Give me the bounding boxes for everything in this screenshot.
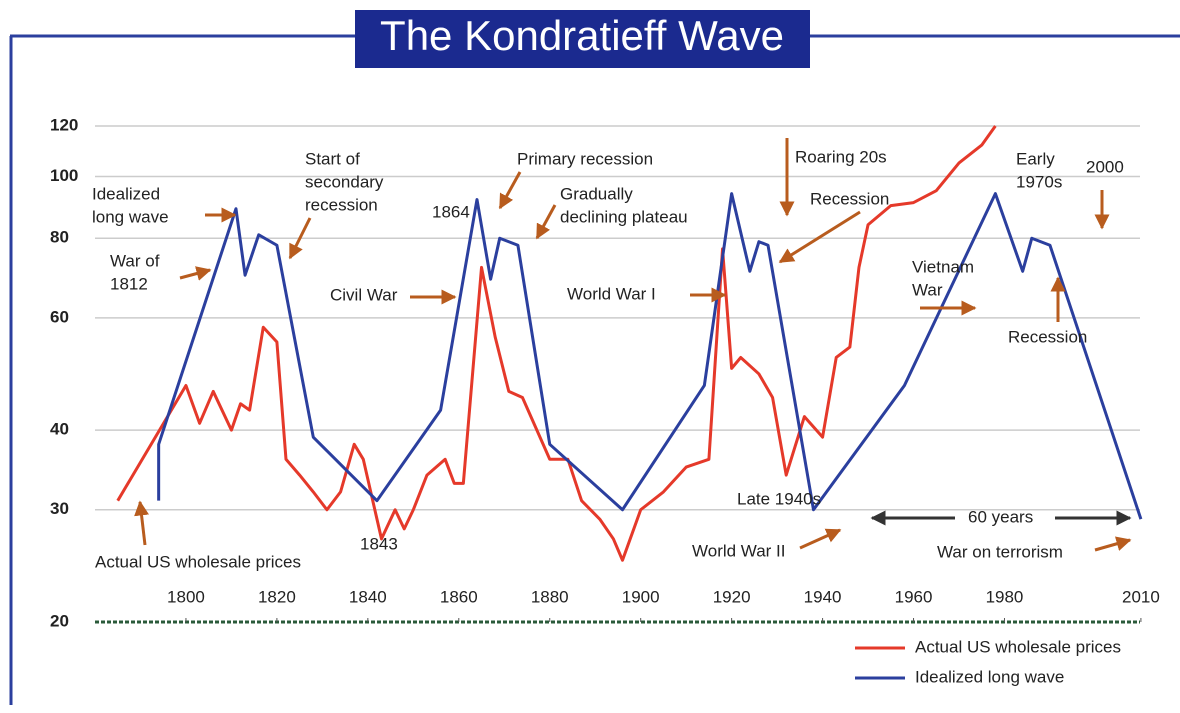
x-tick-label: 1960 [895,587,933,606]
legend-label: Actual US wholesale prices [915,637,1121,656]
x-tick-label: 1800 [167,587,205,606]
annotation: Roaring 20s [795,147,887,166]
annotation: Civil War [330,285,398,304]
annotation: Primary recession [517,149,653,168]
annotation-arrow [535,204,557,240]
annotation: declining plateau [560,207,688,226]
y-tick-label: 120 [50,115,78,134]
annotation: 1970s [1016,172,1062,191]
annotation: 1864 [432,202,470,221]
annotation: Recession [1008,327,1087,346]
annotation-arrow [1094,536,1132,552]
x-tick-label: 1820 [258,587,296,606]
annotation-arrow [799,528,842,550]
annotation: 1812 [110,274,148,293]
annotation: Idealized [92,184,160,203]
y-tick-label: 60 [50,307,69,326]
y-tick-label: 40 [50,420,69,439]
annotation: Recession [810,189,889,208]
annotation: War [912,280,943,299]
series-line [116,125,997,562]
x-tick-label: 1920 [713,587,751,606]
annotation: Gradually [560,184,633,203]
series-line [157,192,1143,520]
y-tick-label: 80 [50,228,69,247]
annotation: long wave [92,207,169,226]
annotation: 60 years [968,507,1033,526]
x-tick-label: 1840 [349,587,387,606]
annotation-arrow [778,210,861,264]
annotation-arrow [179,266,212,281]
title-box [355,10,810,68]
y-tick-label: 100 [50,166,78,185]
annotation: World War I [567,284,656,303]
annotation: recession [305,195,378,214]
annotation: Late 1940s [737,489,821,508]
chart-title: The Kondratieff Wave [380,12,784,59]
annotation: 2000 [1086,157,1124,176]
legend-label: Idealized long wave [915,667,1064,686]
x-tick-label: 1940 [804,587,842,606]
y-tick-label: 30 [50,499,69,518]
x-tick-label: 1880 [531,587,569,606]
annotation: secondary [305,172,384,191]
x-tick-label: 1980 [986,587,1024,606]
annotation: War of [110,251,160,270]
x-tick-label: 1900 [622,587,660,606]
annotation: Vietnam [912,257,974,276]
annotation: 1843 [360,534,398,553]
annotation-arrow [134,500,150,546]
annotation-arrow [288,217,312,260]
x-tick-label: 1860 [440,587,478,606]
annotation-arrow [498,171,522,210]
annotation: World War II [692,541,786,560]
annotation: Actual US wholesale prices [95,552,301,571]
y-tick-label: 20 [50,611,69,630]
annotation: Start of [305,149,360,168]
annotation: Early [1016,149,1055,168]
x-tick-label: 2010 [1122,587,1160,606]
annotation: War on terrorism [937,542,1063,561]
